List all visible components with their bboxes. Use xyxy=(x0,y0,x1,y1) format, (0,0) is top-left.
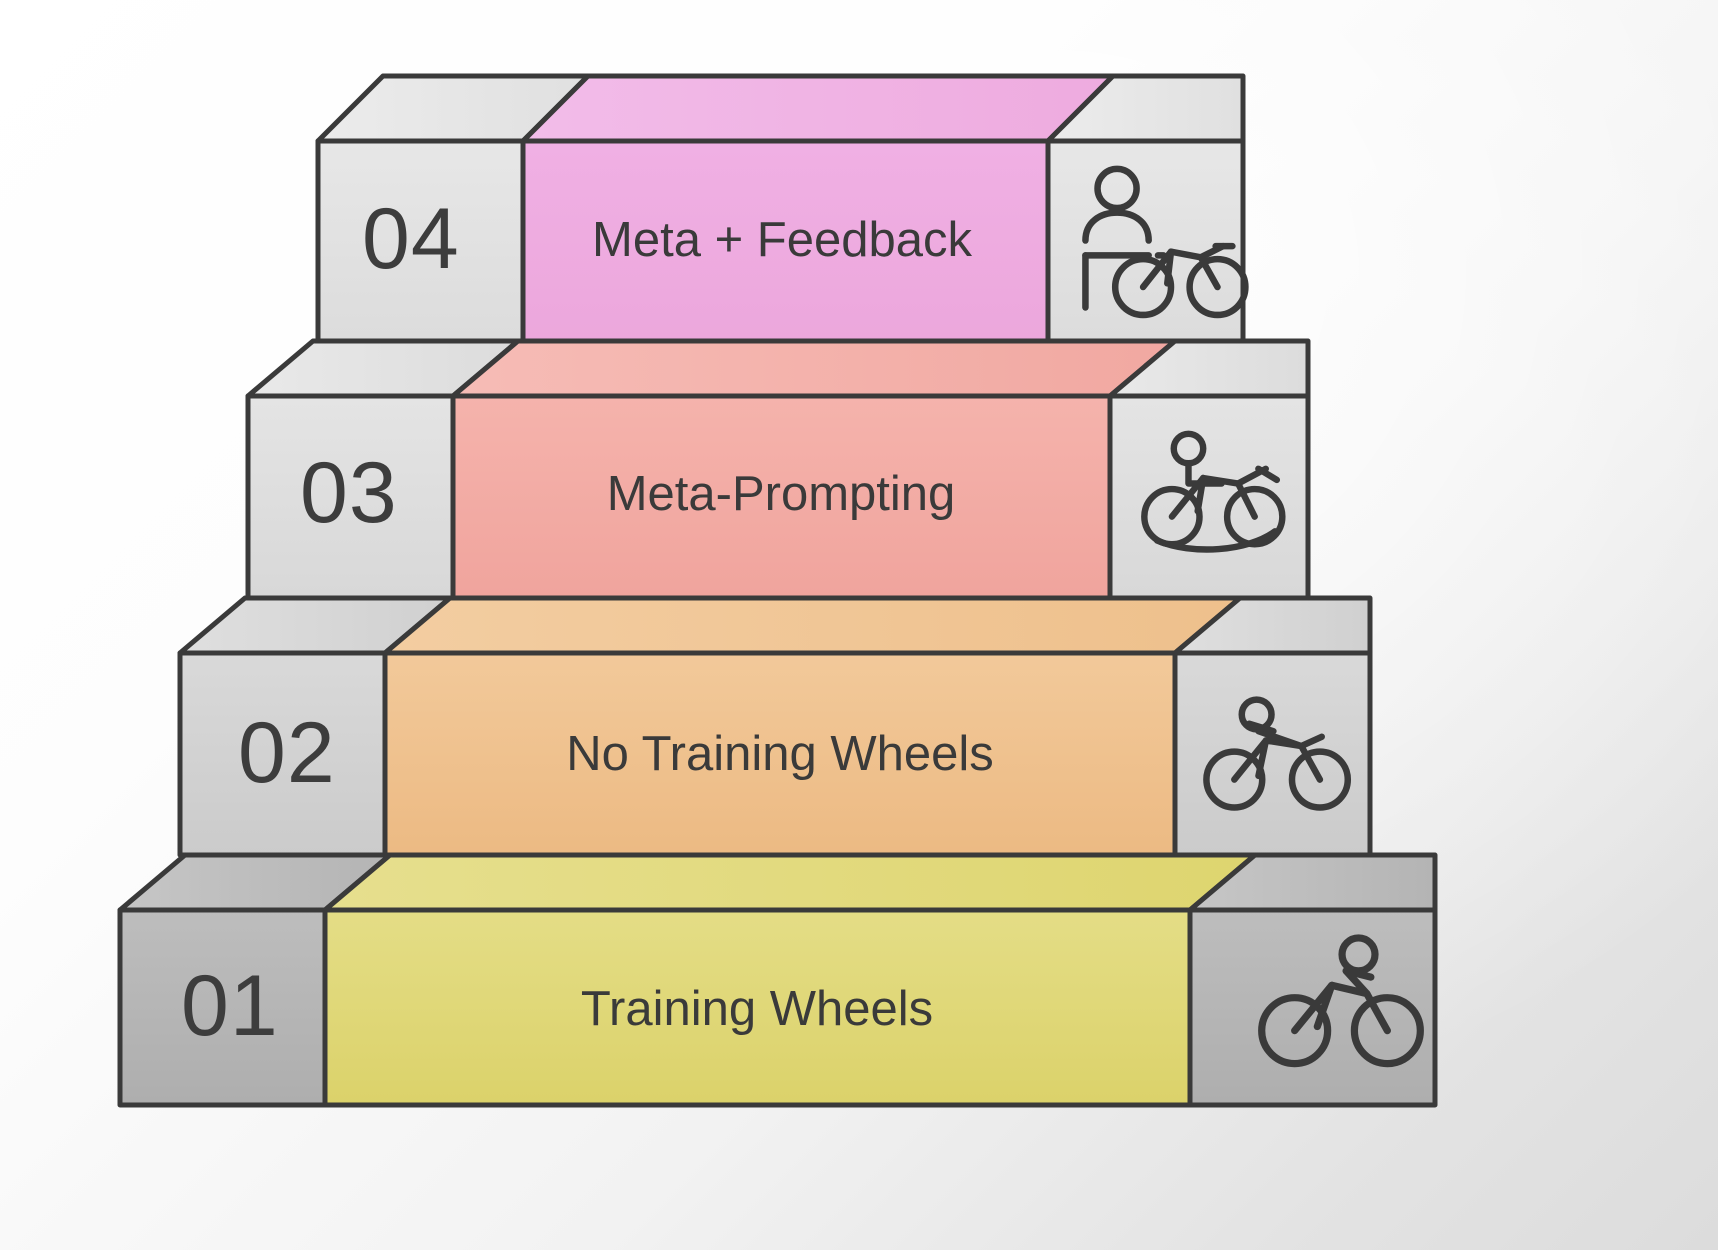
step-02-group[interactable]: 02 No Training Wheels xyxy=(177,595,1373,858)
person-standing-with-bicycle-icon xyxy=(1082,165,1249,319)
step-03-group[interactable]: 03 Meta-Prompting xyxy=(245,338,1311,601)
step-02-right-front-face xyxy=(1172,650,1373,858)
step-03-label: Meta-Prompting xyxy=(607,467,956,521)
step-04-center-top-face xyxy=(520,73,1116,144)
step-02-number: 02 xyxy=(238,705,336,801)
step-02-label: No Training Wheels xyxy=(566,727,994,781)
step-04-group[interactable]: 04 Meta + Feedback xyxy=(315,73,1249,344)
step-04-number: 04 xyxy=(362,191,460,287)
step-03-right-front-face xyxy=(1107,393,1311,601)
cyclist-riding-icon xyxy=(1141,430,1286,553)
step-01-label: Training Wheels xyxy=(581,982,933,1036)
step-03-number: 03 xyxy=(300,445,398,541)
step-01-group[interactable]: 01 Training Wheels xyxy=(117,852,1438,1108)
step-03-center-top-face xyxy=(450,338,1178,399)
cyclist-leaning-forward-icon xyxy=(1203,696,1352,811)
step-01-number: 01 xyxy=(181,958,279,1054)
step-04-label: Meta + Feedback xyxy=(592,213,972,267)
step-02-center-top-face xyxy=(382,595,1243,656)
step-01-center-top-face xyxy=(322,852,1258,913)
cyclist-pedaling-icon xyxy=(1258,934,1424,1068)
